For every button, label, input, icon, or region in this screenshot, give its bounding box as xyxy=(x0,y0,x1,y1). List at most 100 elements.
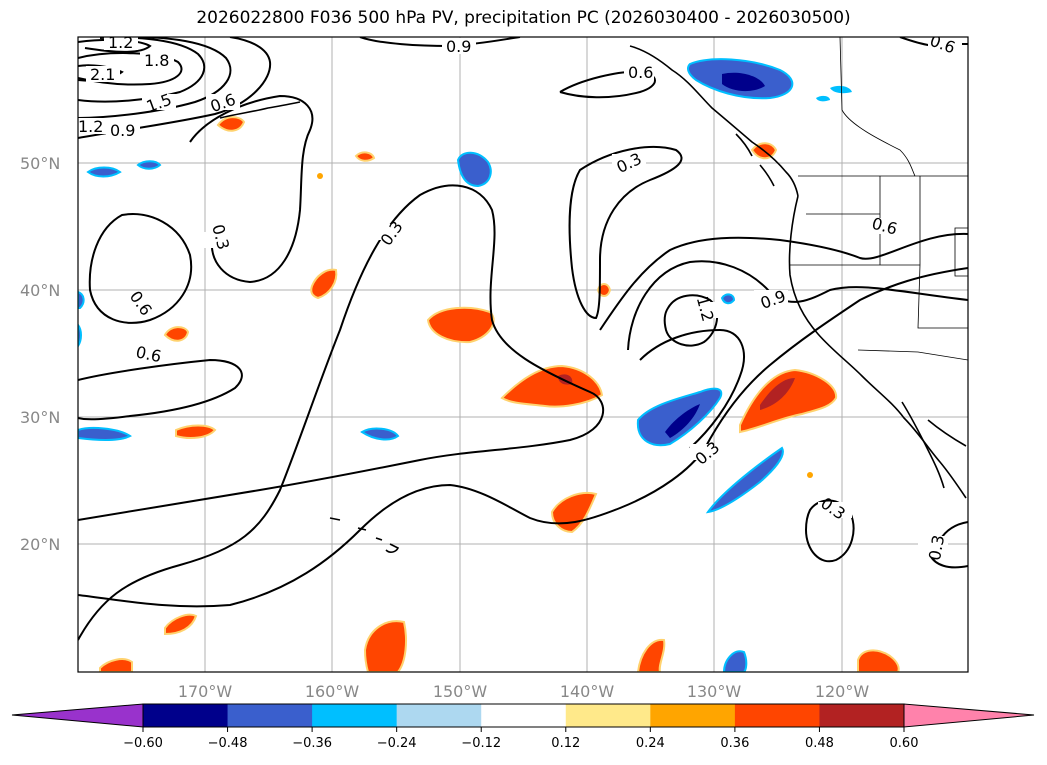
precip-patch-pos xyxy=(550,492,598,534)
lon-label: 150°W xyxy=(433,682,488,701)
lat-label: 40°N xyxy=(20,281,60,300)
precip-patch-neg xyxy=(86,166,122,178)
map-title: 2026022800 F036 500 hPa PV, precipitatio… xyxy=(196,8,851,28)
precip-patch-neg xyxy=(456,151,492,188)
coastlines xyxy=(219,45,967,553)
coastline-mexico-mainland xyxy=(927,419,967,447)
map-frame xyxy=(77,36,969,673)
map-panel xyxy=(78,37,968,672)
longitude-labels: 170°W 160°W 150°W 140°W 130°W 120°W xyxy=(178,682,870,701)
colorbar-segment xyxy=(396,704,482,727)
precip-patch-pos xyxy=(857,649,900,672)
border-us-mexico xyxy=(857,349,968,361)
precip-dot-pos xyxy=(807,472,813,478)
colorbar-tick-label: 0.60 xyxy=(890,736,919,751)
precip-patch-pos xyxy=(500,364,604,408)
lon-label: 140°W xyxy=(560,682,615,701)
border-id xyxy=(919,176,968,277)
precip-patch-pos xyxy=(164,613,198,636)
precip-patch-neg xyxy=(705,446,784,514)
precip-patch-pos xyxy=(739,368,838,434)
precip-patch-neg-core xyxy=(665,404,700,438)
coastline-bc-islands xyxy=(735,133,775,187)
precip-negative-patches xyxy=(78,58,852,672)
pv-contour-0.3-mid xyxy=(78,184,605,641)
pv-contour-0.6-low xyxy=(78,358,243,421)
precip-patch-neg xyxy=(816,95,830,102)
lon-label: 120°W xyxy=(815,682,870,701)
contour-label: 1.8 xyxy=(144,51,169,70)
colorbar-segment xyxy=(312,704,398,727)
pv-contour-1.2-low xyxy=(663,294,719,347)
colorbar-segment xyxy=(650,704,736,727)
contour-label: 0.9 xyxy=(446,37,471,56)
coastline-baja xyxy=(901,401,945,489)
pv-contour-0.3-south xyxy=(78,267,968,608)
pv-contour-0.6-top xyxy=(559,70,656,99)
pv-contour-0.3-trough xyxy=(568,145,683,320)
pv-contour-0.6-north xyxy=(189,94,314,284)
colorbar-tick-label: −0.36 xyxy=(292,736,332,751)
colorbar-tick-label: 0.12 xyxy=(551,736,580,751)
precip-patch-neg xyxy=(360,427,400,441)
colorbar-tick-label: −0.12 xyxy=(461,736,501,751)
precip-patch-pos xyxy=(99,658,133,672)
border-alaska-canada xyxy=(839,37,916,177)
colorbar-tick-label: −0.48 xyxy=(208,736,248,751)
contour-label: 0.3 xyxy=(925,534,948,562)
colorbar-extend-high xyxy=(903,703,1035,728)
contour-label: 2.1 xyxy=(90,65,115,84)
contour-label: 0.6 xyxy=(134,342,163,366)
contour-label: 0.9 xyxy=(110,121,135,140)
precip-patch-pos xyxy=(426,306,495,344)
coastline-alaska-panhandle xyxy=(629,45,799,197)
colorbar-tick-label: 0.24 xyxy=(636,736,665,751)
lat-label: 30°N xyxy=(20,408,60,427)
colorbar-segment xyxy=(227,704,313,727)
colorbar-tick-label: 0.48 xyxy=(805,736,834,751)
lon-label: 160°W xyxy=(305,682,360,701)
colorbar-segment xyxy=(481,704,567,727)
coastline-west-coast xyxy=(788,195,967,499)
contour-labels: 1.2 1.8 2.1 1.5 1.2 0.9 0.6 0.9 0.6 0.3 … xyxy=(78,33,962,562)
precip-positive-patches xyxy=(99,116,900,672)
precip-patch-pos xyxy=(163,326,190,342)
colorbar-tick-label: 0.36 xyxy=(720,736,749,751)
colorbar-extend-low xyxy=(11,703,144,728)
pv-contour-0.3-lower xyxy=(639,328,745,449)
precip-patch-neg xyxy=(78,290,85,309)
precip-patch-strong xyxy=(760,378,795,410)
precip-patch-pos xyxy=(354,151,376,162)
colorbar-segment xyxy=(819,704,905,727)
precip-patch-neg xyxy=(722,650,748,672)
pv-contour-1.8 xyxy=(78,52,183,86)
lon-label: 130°W xyxy=(687,682,742,701)
pv-contour-1.5 xyxy=(78,37,206,103)
lat-label: 50°N xyxy=(20,154,60,173)
precip-patch-pos xyxy=(363,620,407,672)
colorbar-segment xyxy=(734,704,820,727)
coastline-aleutians xyxy=(219,101,301,119)
gridlines xyxy=(78,37,968,672)
precip-dot-pos xyxy=(317,173,323,179)
precip-patch-pos xyxy=(596,283,612,297)
latitude-labels: 50°N 40°N 30°N 20°N xyxy=(20,154,60,554)
pv-contour-0.6-trough xyxy=(599,232,968,331)
contour-label: 1.2 xyxy=(108,33,133,52)
contour-label: 0.6 xyxy=(628,63,653,82)
precip-patch-pos xyxy=(216,116,246,132)
precip-patch-neg xyxy=(136,160,162,170)
lon-label: 170°W xyxy=(178,682,233,701)
precip-patch-neg xyxy=(78,427,132,441)
precip-patch-pos xyxy=(636,638,666,672)
precip-patch-pos xyxy=(175,424,217,439)
contour-label: 1.2 xyxy=(78,117,103,136)
precip-patch-neg xyxy=(830,85,852,94)
precip-patch-pos xyxy=(310,268,338,300)
colorbar-segment xyxy=(565,704,651,727)
colorbar-segment xyxy=(143,704,229,727)
precip-patch-neg xyxy=(720,293,736,305)
colorbar-tick-label: −0.24 xyxy=(377,736,417,751)
precip-patch-neg-core xyxy=(722,72,765,92)
